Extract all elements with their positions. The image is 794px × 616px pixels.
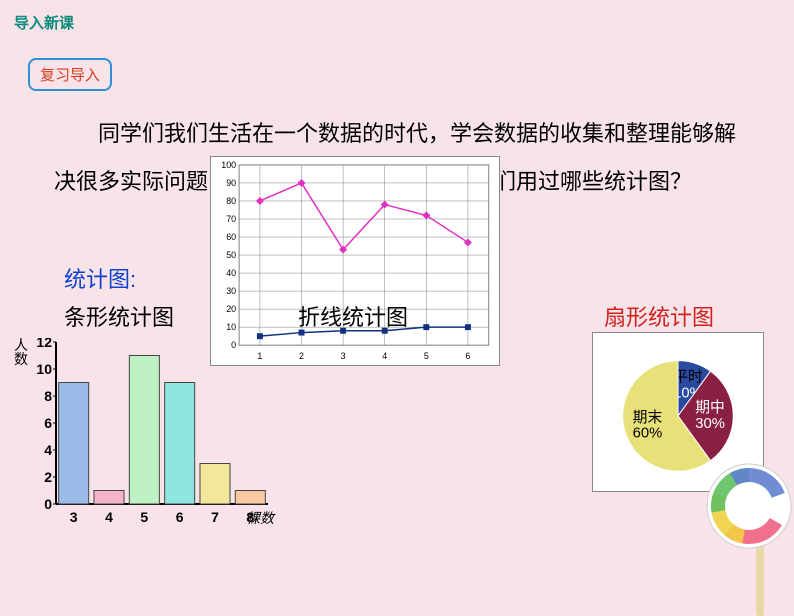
svg-text:40: 40 xyxy=(226,268,236,278)
svg-text:7: 7 xyxy=(211,509,219,525)
svg-text:70: 70 xyxy=(226,214,236,224)
svg-text:6: 6 xyxy=(44,415,52,431)
review-badge: 复习导入 xyxy=(28,58,112,91)
stat-label: 统计图: xyxy=(64,262,136,294)
svg-text:12: 12 xyxy=(36,338,52,350)
bar-chart: 人数 024681012345678 棵数 xyxy=(14,338,274,538)
svg-text:4: 4 xyxy=(105,509,113,525)
bar-chart-svg: 024681012345678 xyxy=(32,338,272,528)
svg-text:3: 3 xyxy=(70,509,78,525)
svg-text:20: 20 xyxy=(226,304,236,314)
bar-ylabel: 人数 xyxy=(14,338,30,366)
svg-text:4: 4 xyxy=(44,442,52,458)
svg-text:0: 0 xyxy=(231,340,236,350)
line-chart: 0 10 20 30 40 50 60 70 80 90 100 1 2 3 4 5 6 xyxy=(210,156,500,366)
svg-text:5: 5 xyxy=(140,509,148,525)
svg-text:60%: 60% xyxy=(633,426,663,442)
svg-text:90: 90 xyxy=(226,178,236,188)
svg-text:60: 60 xyxy=(226,232,236,242)
lollipop-decoration xyxy=(684,456,794,616)
svg-text:30: 30 xyxy=(226,286,236,296)
line-chart-label: 折线统计图 xyxy=(298,300,408,332)
svg-text:80: 80 xyxy=(226,196,236,206)
svg-text:6: 6 xyxy=(176,509,184,525)
svg-text:2: 2 xyxy=(44,469,52,485)
svg-text:8: 8 xyxy=(44,388,52,404)
section-header: 导入新课 xyxy=(14,12,74,33)
svg-text:5: 5 xyxy=(424,351,429,361)
svg-text:100: 100 xyxy=(221,160,236,170)
bar-xlabel: 棵数 xyxy=(246,508,274,528)
svg-text:50: 50 xyxy=(226,250,236,260)
svg-text:3: 3 xyxy=(341,351,346,361)
svg-text:4: 4 xyxy=(382,351,387,361)
bar-chart-label: 条形统计图 xyxy=(64,300,174,332)
svg-text:2: 2 xyxy=(299,351,304,361)
svg-text:1: 1 xyxy=(257,351,262,361)
svg-text:0: 0 xyxy=(44,496,52,512)
svg-text:10: 10 xyxy=(36,361,52,377)
svg-text:期中: 期中 xyxy=(695,399,725,416)
svg-text:6: 6 xyxy=(465,351,470,361)
pie-chart-label: 扇形统计图 xyxy=(604,300,714,332)
svg-text:30%: 30% xyxy=(695,416,725,432)
svg-text:10: 10 xyxy=(226,322,236,332)
svg-text:期末: 期末 xyxy=(633,409,663,426)
line-chart-svg: 0 10 20 30 40 50 60 70 80 90 100 1 2 3 4 5 6 xyxy=(211,157,499,365)
